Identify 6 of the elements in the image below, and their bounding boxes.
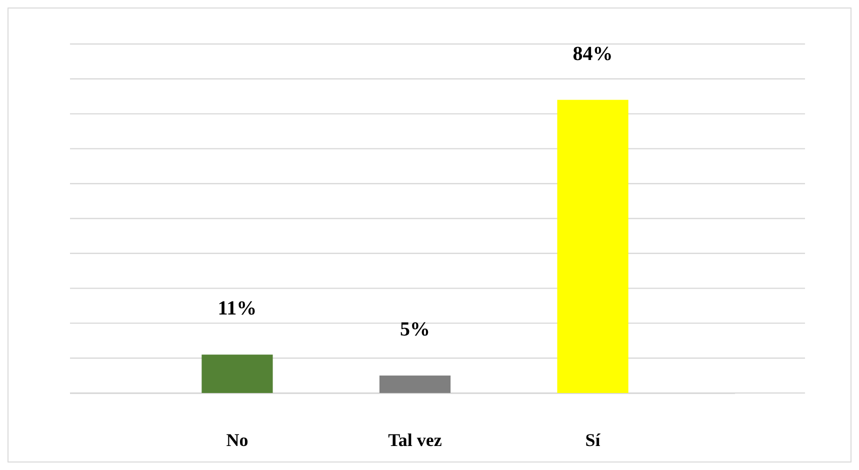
data-label: 5% bbox=[400, 318, 430, 341]
x-tick-label: Sí bbox=[585, 430, 602, 450]
data-label: 11% bbox=[218, 298, 257, 320]
x-tick-label: No bbox=[226, 430, 248, 450]
data-label: 84% bbox=[572, 42, 613, 65]
x-tick-label: Tal vez bbox=[388, 430, 442, 450]
